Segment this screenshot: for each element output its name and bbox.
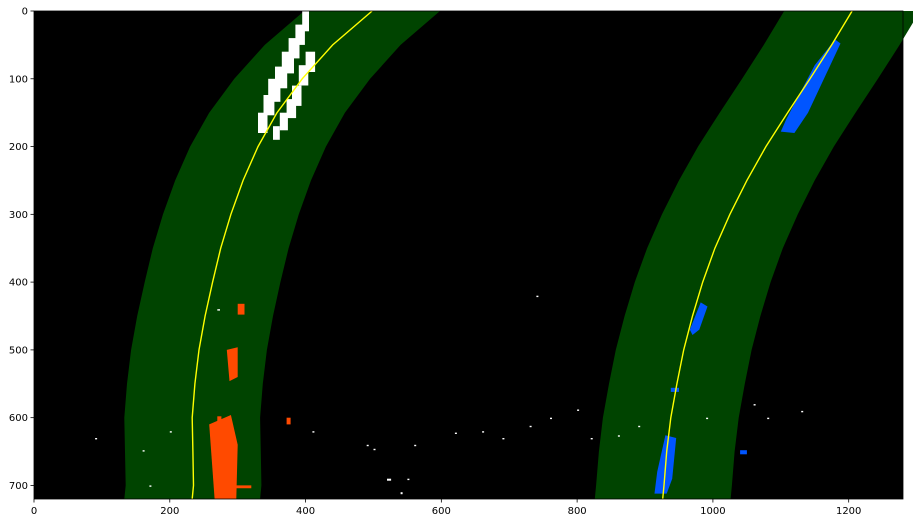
noise-pixel (373, 448, 376, 451)
noise-pixel (95, 438, 98, 440)
left-lane-pixel-blob (226, 347, 238, 382)
x-tick-label: 800 (568, 506, 587, 517)
right-lane-pixels (654, 39, 841, 494)
noise-pixel (292, 85, 302, 106)
noise-pixel (502, 438, 505, 440)
y-tick-label: 0 (22, 7, 28, 18)
noise-pixel (482, 431, 485, 433)
left-lane-pixel-blob (286, 417, 291, 425)
noise-pixel (550, 417, 552, 420)
y-axis: 0 100 200 300 400 500 600 700 (9, 7, 34, 492)
noise-pixel (149, 485, 152, 487)
right-lane-pixel-blob (670, 387, 679, 392)
noise-pixel (305, 51, 316, 72)
noise-pixel (454, 432, 457, 434)
y-tick-label: 600 (9, 413, 28, 424)
noise-pixels (95, 11, 804, 495)
right-lane-pixel-blob (740, 450, 747, 455)
x-tick-label: 0 (31, 506, 37, 517)
noise-pixel (529, 425, 532, 428)
right-lane-search-band (594, 11, 913, 499)
noise-pixel (617, 435, 620, 437)
left-lane-fit-line (191, 10, 373, 500)
x-tick-label: 400 (296, 506, 315, 517)
left-lane-search-band (124, 11, 441, 499)
noise-pixel (288, 38, 300, 59)
y-tick-label: 200 (9, 142, 28, 153)
noise-pixel (273, 126, 280, 140)
noise-pixel (577, 409, 580, 411)
noise-pixel (217, 309, 220, 311)
noise-pixel (638, 425, 641, 428)
left-lane-pixel-blob (209, 415, 238, 499)
noise-pixel (295, 24, 305, 45)
noise-pixel (706, 417, 709, 420)
noise-pixel (767, 417, 770, 420)
right-lane-fit-line (662, 10, 853, 500)
noise-pixel (286, 99, 297, 119)
x-tick-label: 1000 (700, 506, 725, 517)
noise-pixel (801, 410, 804, 413)
y-tick-label: 300 (9, 210, 28, 221)
x-tick-label: 1200 (836, 506, 861, 517)
noise-pixel (590, 438, 593, 440)
left-lane-pixel-blob (235, 485, 252, 489)
left-lane-pixel-blob (217, 416, 222, 422)
right-lane-pixel-blob (689, 302, 708, 335)
noise-pixel (298, 65, 309, 86)
noise-pixel (263, 95, 275, 116)
noise-pixel (414, 444, 417, 447)
x-axis: 0 200 400 600 800 1000 1200 (31, 499, 861, 517)
x-tick-label: 600 (432, 506, 451, 517)
noise-pixel (279, 112, 288, 131)
left-lane-pixel-blob (237, 303, 245, 315)
noise-pixel (753, 404, 756, 406)
noise-pixel (536, 295, 539, 298)
noise-pixel (387, 478, 392, 481)
noise-pixel (302, 11, 309, 32)
noise-pixel (366, 444, 369, 447)
x-tick-label: 200 (160, 506, 179, 517)
noise-pixel (258, 112, 268, 133)
y-tick-label: 100 (9, 74, 28, 85)
left-lane-pixels (209, 303, 291, 499)
right-lane-pixel-blob (780, 39, 841, 133)
axes-frame (33, 10, 904, 500)
y-tick-label: 400 (9, 278, 28, 289)
y-tick-label: 700 (9, 481, 28, 492)
y-tick-label: 500 (9, 345, 28, 356)
noise-pixel (407, 478, 410, 481)
noise-pixel (400, 492, 403, 495)
noise-pixel (142, 450, 145, 452)
noise-pixel (312, 431, 315, 433)
image-plot-area (33, 10, 913, 500)
noise-pixel (169, 431, 172, 433)
